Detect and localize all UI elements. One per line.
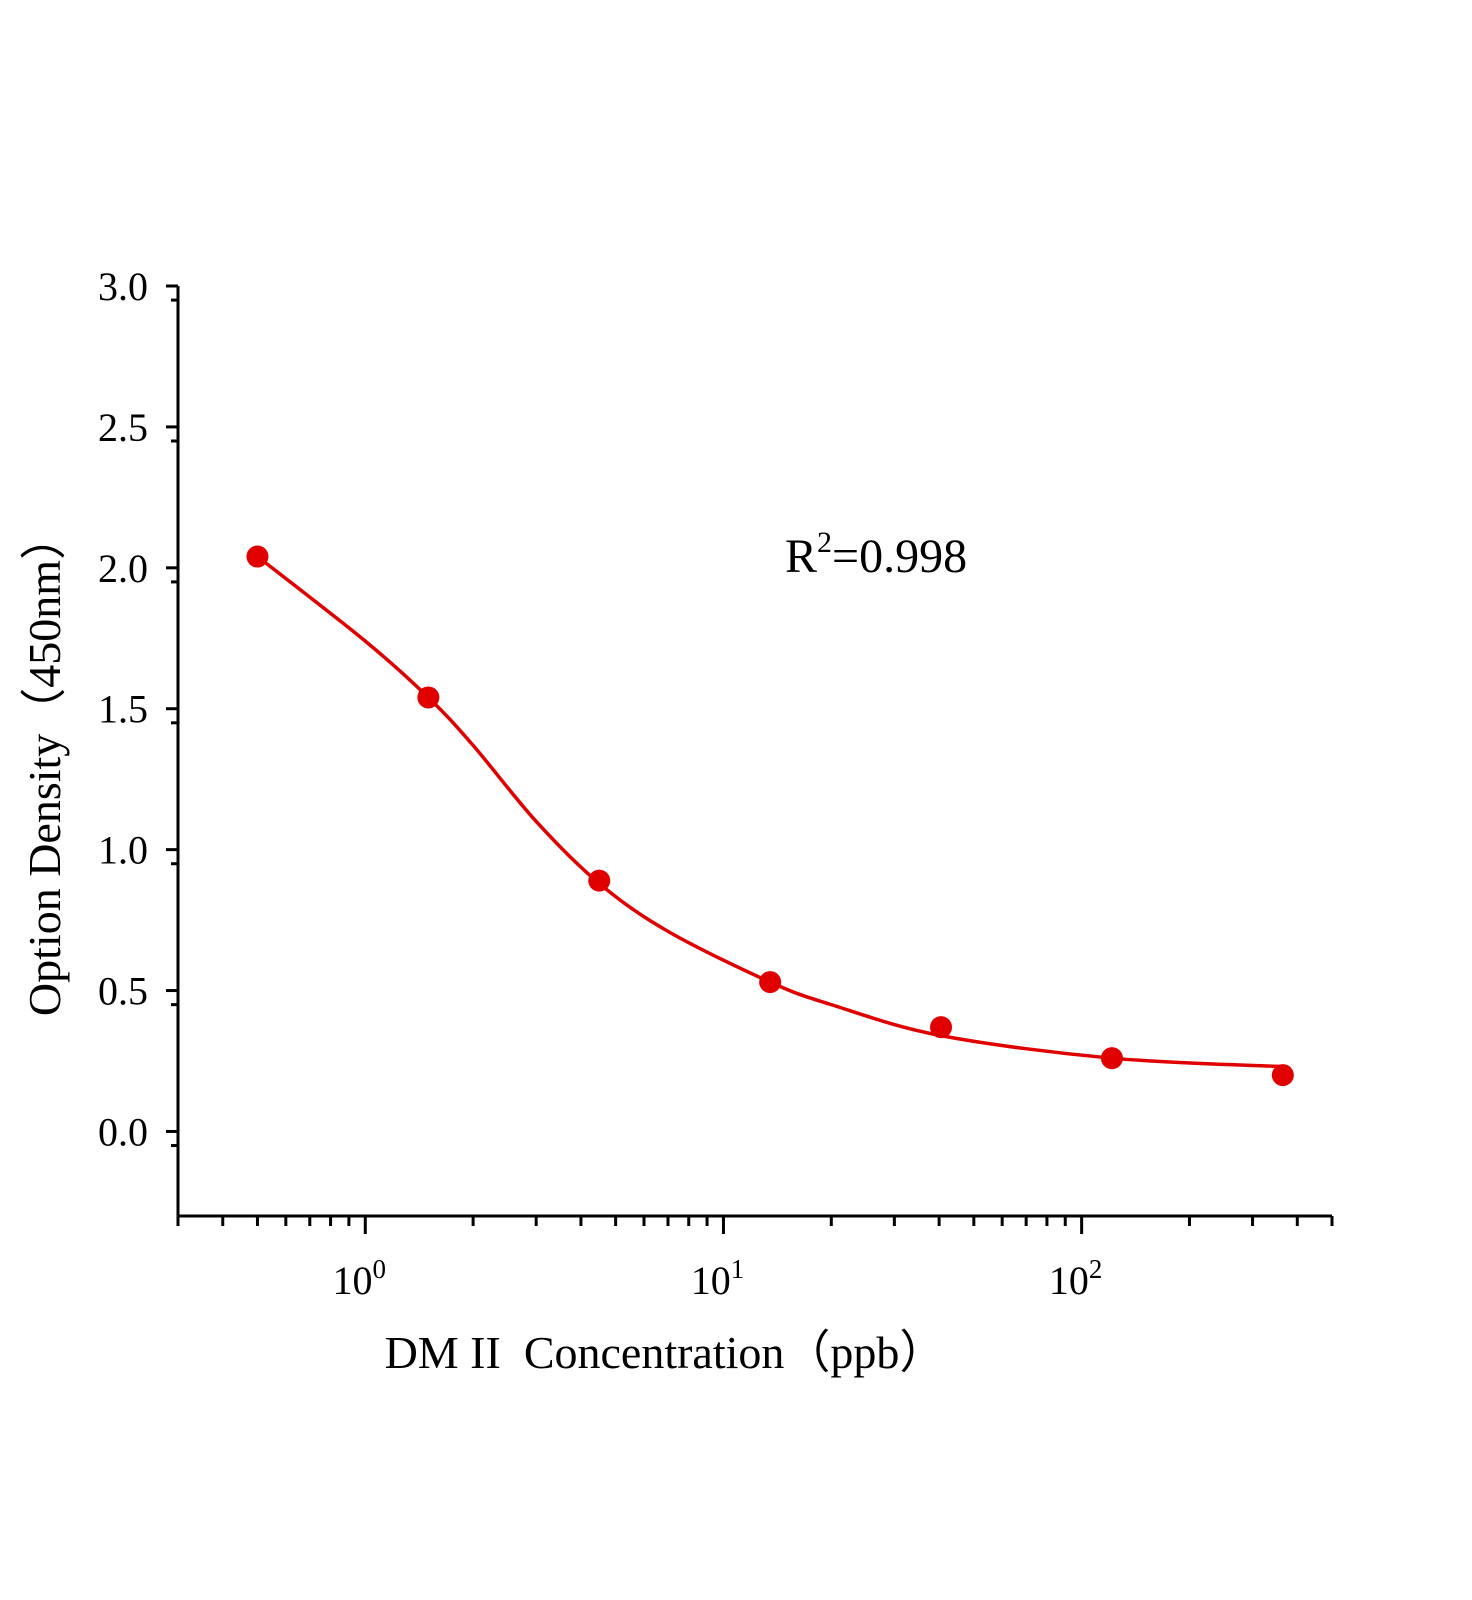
axes: 0.0 0.5 1.0 1.5 2.0 2.5 3.0 100 101 102 (98, 264, 1334, 1303)
y-tick-label: 1.5 (98, 687, 148, 732)
data-point (1100, 1047, 1123, 1070)
data-point (759, 971, 782, 994)
data-point (588, 869, 611, 892)
data-point (930, 1016, 953, 1039)
y-axis-label: Option Density（450nm） (19, 514, 70, 1016)
x-tick-label: 101 (691, 1254, 745, 1303)
data-point (1271, 1064, 1294, 1087)
y-tick-label: 2.5 (98, 405, 148, 450)
y-tick-label: 0.0 (98, 1109, 148, 1154)
y-tick-label: 3.0 (98, 264, 148, 309)
data-point (246, 545, 269, 568)
data-point (417, 686, 440, 709)
x-tick-label: 100 (333, 1254, 387, 1303)
data-points (246, 545, 1294, 1087)
r-squared-annotation: R2=0.998 (785, 526, 967, 583)
y-tick-label: 2.0 (98, 546, 148, 591)
x-axis-label: DM II Concentration（ppb） (385, 1327, 946, 1378)
y-tick-label: 0.5 (98, 969, 148, 1014)
x-tick-label: 102 (1049, 1254, 1103, 1303)
y-tick-label: 1.0 (98, 828, 148, 873)
